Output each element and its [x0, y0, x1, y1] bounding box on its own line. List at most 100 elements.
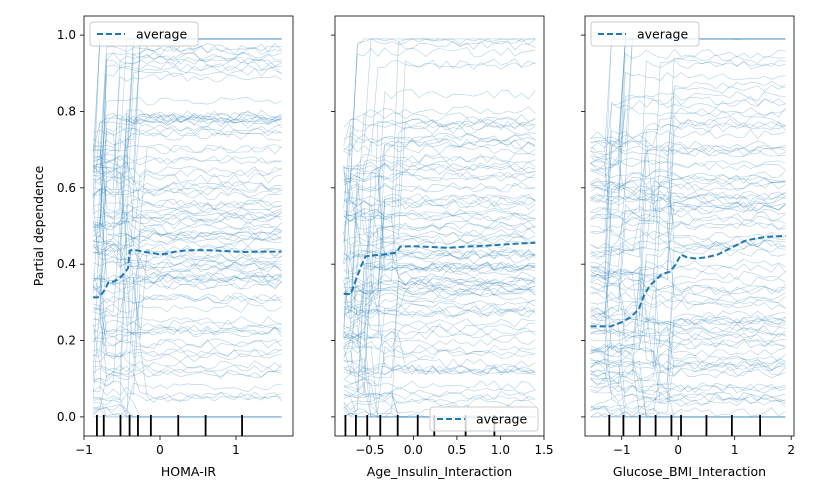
ice-curve	[590, 392, 786, 418]
ice-curve	[590, 269, 786, 348]
ice-curve	[343, 38, 536, 144]
ice-curve	[343, 133, 536, 152]
ice-curve	[93, 395, 282, 418]
x-ticks: −1 0 1	[75, 436, 240, 457]
x-tick-label: 1	[232, 443, 240, 457]
ice-curve	[92, 219, 282, 264]
ice-curve	[590, 363, 786, 418]
ice-curve	[590, 291, 786, 304]
panel-homa-ir: −1 0 1 0.0 0.2 0.4 0.6 0.8 1.0 HOMA-IR average	[57, 15, 294, 479]
ice-curve	[92, 115, 282, 246]
x-tick-label: 1	[731, 443, 739, 457]
legend[interactable]: average	[429, 406, 539, 432]
ice-curve	[590, 185, 786, 230]
ice-curve	[92, 408, 282, 418]
ice-curve	[590, 38, 786, 166]
ice-curve	[590, 181, 786, 321]
ice-curve	[92, 97, 282, 186]
ice-curve	[93, 352, 282, 369]
ice-curve	[590, 246, 786, 355]
x-tick-label: 2	[787, 443, 795, 457]
ice-curve	[590, 98, 786, 281]
ice-curve	[590, 213, 786, 302]
y-ticks: 0.0 0.2 0.4 0.6 0.8 1.0	[57, 28, 84, 424]
ice-curve	[92, 154, 282, 327]
ice-curve	[590, 315, 786, 410]
ice-curve	[92, 325, 282, 338]
ice-curve	[92, 190, 282, 231]
ice-curve	[590, 317, 786, 351]
x-axis-label: Glucose_BMI_Interaction	[613, 464, 766, 479]
x-tick-label: −1	[75, 443, 93, 457]
ice-curve	[93, 61, 282, 238]
legend[interactable]: average	[89, 21, 199, 47]
x-tick-label: 0	[674, 443, 682, 457]
legend[interactable]: average	[590, 21, 700, 47]
ice-curve	[590, 181, 786, 335]
ice-curve	[343, 209, 536, 294]
x-tick-label: 1.5	[534, 443, 553, 457]
ice-curve	[93, 109, 282, 280]
ice-curve	[590, 304, 786, 373]
ice-curve	[343, 139, 536, 222]
ice-curve	[590, 131, 786, 213]
ice-curve	[93, 212, 282, 223]
ice-curve	[92, 277, 282, 336]
ice-curve	[93, 382, 282, 410]
ice-curve	[343, 168, 536, 183]
ice-curve	[92, 165, 282, 246]
ice-curve	[590, 162, 786, 178]
ice-curve	[590, 325, 786, 383]
ice-curve	[590, 244, 786, 316]
ice-curve	[590, 59, 786, 216]
ice-curve	[343, 262, 536, 273]
ice-curve	[590, 219, 786, 260]
ice-curve	[343, 346, 536, 376]
y-tick-label: 0.0	[57, 410, 76, 424]
ice-curve	[590, 147, 786, 205]
ice-curve	[590, 118, 786, 149]
ice-curve	[343, 349, 536, 401]
legend-label: average	[637, 27, 688, 42]
ice-curve	[590, 179, 786, 201]
ice-curve	[590, 38, 786, 171]
ice-curve	[343, 249, 536, 375]
average-line	[343, 241, 536, 295]
ice-curve	[93, 38, 282, 152]
ice-curve	[93, 275, 282, 362]
ice-curve	[343, 334, 536, 375]
ice-curve	[92, 195, 282, 291]
ice-curve	[343, 166, 536, 260]
ice-curve	[343, 398, 536, 411]
ice-curve	[343, 182, 536, 235]
ice-lines	[343, 38, 536, 418]
ice-curve	[590, 368, 786, 418]
ice-curve	[343, 259, 536, 320]
ice-curve	[590, 240, 786, 324]
ice-curve	[590, 270, 786, 380]
ice-curve	[343, 303, 536, 314]
decile-rug	[96, 415, 243, 436]
x-tick-label: 0	[156, 443, 164, 457]
ice-curve	[590, 266, 786, 364]
ice-curve	[590, 273, 786, 327]
ice-curve	[343, 249, 536, 286]
ice-curve	[93, 165, 282, 262]
legend-box	[429, 406, 539, 432]
ice-curve	[590, 147, 786, 305]
x-ticks: −1 0 1 2	[613, 436, 795, 457]
panel-age-insulin-interaction: −0.5 0.0 0.5 1.0 1.5 Age_Insulin_Interaction…	[331, 15, 554, 479]
ice-curve	[93, 219, 282, 284]
ice-curve	[590, 406, 786, 418]
y-tick-label: 0.2	[57, 334, 76, 348]
ice-curve	[343, 120, 536, 295]
ice-curve	[92, 45, 282, 146]
ice-curve	[590, 58, 786, 221]
ice-curve	[590, 369, 786, 418]
ice-curve	[590, 129, 786, 233]
ice-curve	[343, 131, 536, 265]
ice-curve	[93, 113, 282, 149]
ice-curve	[92, 211, 282, 380]
ice-curve	[343, 197, 536, 246]
ice-curve	[343, 144, 536, 303]
